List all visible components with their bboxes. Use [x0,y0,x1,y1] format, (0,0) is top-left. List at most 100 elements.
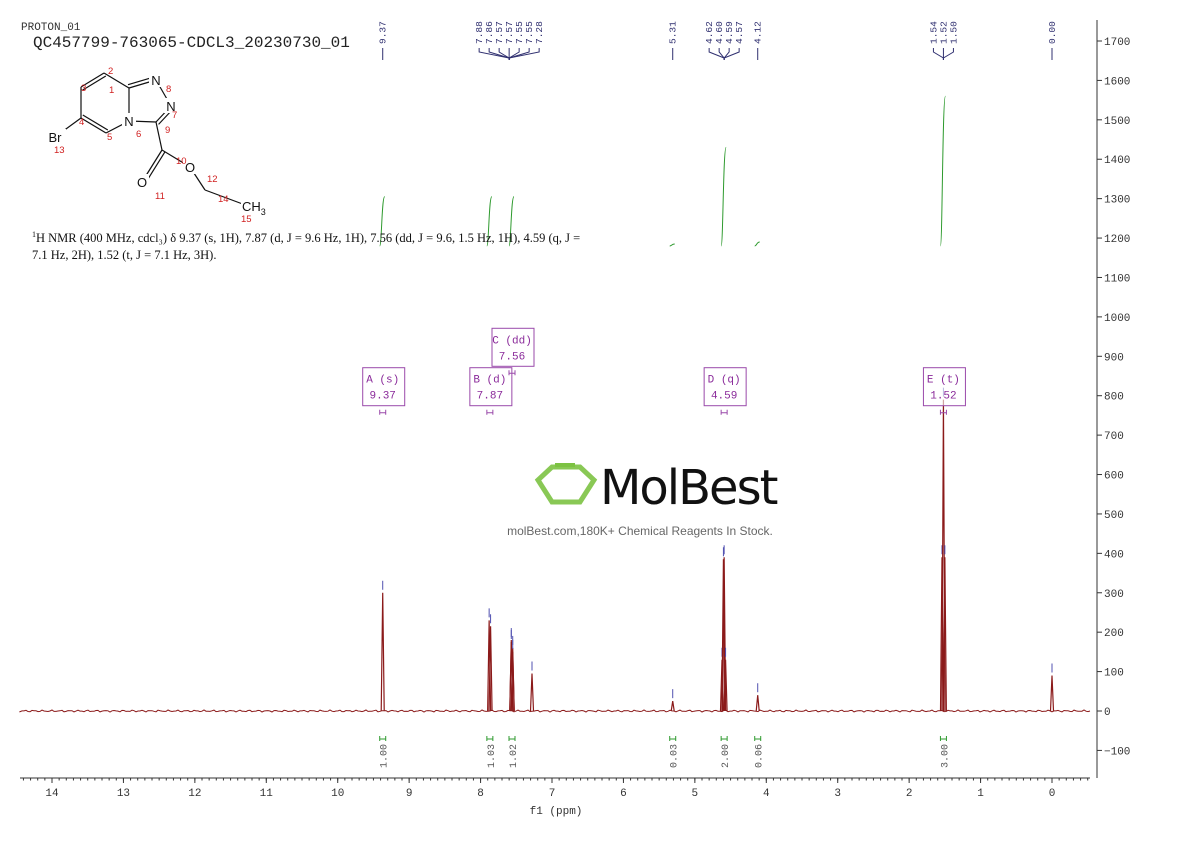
y-tick-label: 1100 [1104,273,1130,285]
multiplet-range [486,409,494,415]
atom-bg [48,129,66,144]
spectrum-peak [529,673,535,712]
atom-label: N [151,73,160,88]
integral-bracket [754,736,762,741]
bond [80,72,105,88]
y-tick-label: −100 [1104,746,1130,758]
y-tick-label: 800 [1104,392,1124,404]
peak-label: 4.57 [734,21,745,44]
peak-label: 7.28 [534,21,545,44]
atom-number: 4 [79,117,84,128]
peak-label: 0.00 [1047,21,1058,44]
atom-number: 1 [109,85,114,96]
peak-label: 4.59 [724,21,735,44]
integral-value: 2.00 [721,744,732,768]
peak-label-leader [708,48,725,60]
x-tick-label: 2 [906,788,913,800]
logo-hexagon-icon [534,464,598,505]
nmr-description: 1H NMR (400 MHz, cdcl₃) δ 9.37 (s, 1H), … [32,226,592,264]
x-tick-label: 1 [977,788,984,800]
integral-value: 1.02 [509,744,520,768]
y-tick-label: 1300 [1104,195,1130,207]
x-tick-label: 5 [692,788,699,800]
multiplet-label: D (q) [708,375,741,387]
bond [103,72,130,89]
multiplet-label: B (d) [473,375,506,387]
spectrum-peak [721,559,726,712]
spectrum-peak [488,626,493,712]
peak-label: 7.57 [504,21,515,44]
atom-number: 12 [207,174,218,185]
spectrum-trace [19,387,1091,713]
atom-label: Br [49,130,63,145]
integral-curve [508,196,515,247]
spectrum-peak [723,659,728,712]
multiplet-range [379,409,387,415]
multiplet-shift: 7.87 [477,391,503,403]
peak-label: 7.55 [524,21,535,44]
atom-number: 3 [81,83,86,94]
atom-number: 9 [165,125,170,136]
spectrum-peak [380,592,385,712]
experiment-name: PROTON_01 [21,22,81,34]
integral-value: 0.06 [755,744,766,768]
multiplet-box [362,367,406,407]
multiplet-label: A (s) [366,375,399,387]
atom-number: 15 [241,214,252,225]
integral-bracket [720,736,728,741]
bond [204,189,249,207]
multiplet-shift: 9.37 [370,391,396,403]
multiplet-box [491,327,535,367]
integral-bracket [508,736,516,741]
watermark-logo: MolBest [600,460,778,516]
multiplet-shift: 1.52 [930,391,956,403]
y-tick-label: 600 [1104,471,1124,483]
multiplet-range [939,409,947,415]
x-tick-label: 6 [620,788,627,800]
y-tick-label: 1600 [1104,76,1130,88]
y-tick-label: 1000 [1104,313,1130,325]
watermark: MolBest molBest.com,180K+ Chemical Reagen… [507,460,779,538]
spectrum-peak [510,651,515,712]
atom-bg [164,98,178,113]
y-tick-label: 200 [1104,628,1124,640]
multiplet-label: C (dd) [492,335,532,347]
multiplet-range [720,409,728,415]
x-tick-label: 12 [188,788,201,800]
sample-name: QC457799-763065-CDCL3_20230730_01 [33,34,350,52]
watermark-tagline: molBest.com,180K+ Chemical Reagents In S… [507,524,773,538]
integral-value: 1.03 [487,744,498,768]
integral-value: 1.00 [380,744,391,768]
integral-bracket [669,736,677,741]
baseline [19,709,1091,713]
x-tick-label: 10 [331,788,344,800]
integral-curve [720,146,727,247]
atom-number: 6 [136,129,141,140]
x-tick-label: 13 [117,788,130,800]
integral-curves: 1.00 1.03 1.02 0.03 2.00 0.06 3.00 [379,95,951,768]
x-tick-label: 3 [834,788,841,800]
y-tick-label: 0 [1104,707,1111,719]
atom-number: 13 [54,145,65,156]
multiplet-range [508,370,516,376]
peak-label: 4.60 [714,21,725,44]
double-bond [82,75,107,91]
atom-label: O [185,160,195,175]
x-tick-label: 4 [763,788,770,800]
y-tick-label: 1400 [1104,155,1130,167]
integral-curve [754,241,760,247]
peak-label: 4.12 [753,21,764,44]
multiplet-box [469,367,513,407]
atom-bg [135,174,149,189]
bond [155,121,163,151]
x-tick-label: 0 [1049,788,1056,800]
integral-curve [379,196,386,247]
integral-bracket [939,736,947,741]
multiplet-boxes: A (s) 9.37 B (d) 7.87 C (dd) 7.56 D (q) 4.59 E (… [362,327,966,415]
spectrum-peak [942,557,947,712]
integral-bracket [379,736,387,741]
peak-label: 1.52 [938,21,949,44]
atom-label: N [166,99,175,114]
nucleus-superscript: 1 [32,230,36,239]
